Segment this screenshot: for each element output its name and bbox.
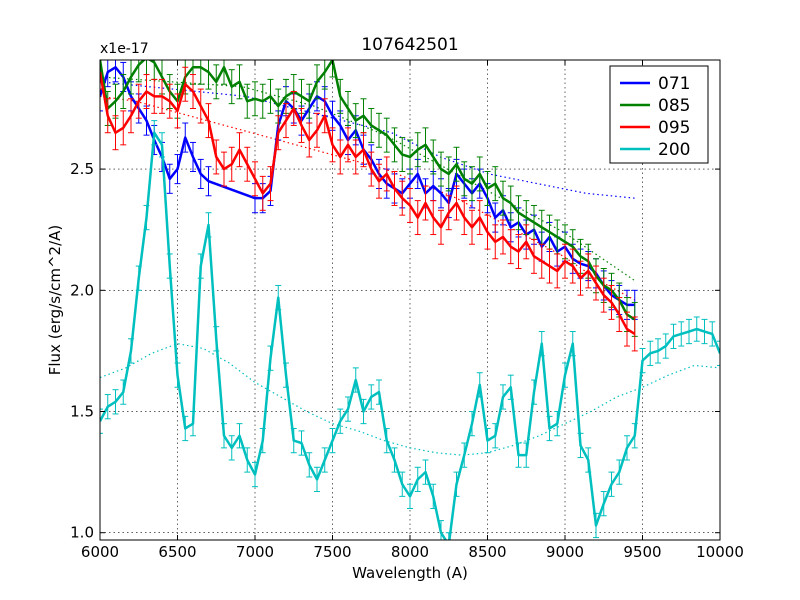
y-axis-label: Flux (erg/s/cm^2/A) [46,225,64,376]
series-line-095 [100,71,636,335]
legend-label: 200 [658,140,690,160]
x-tick-label: 7000 [236,543,274,561]
error-bar [100,60,103,90]
x-tick-label: 8000 [391,543,429,561]
x-tick-label: 6500 [158,543,196,561]
legend-entry-095: 095 [620,118,690,138]
legend-label: 095 [658,118,690,138]
legend-label: 085 [658,96,690,116]
series-line-085 [100,60,636,321]
y-tick-label: 2.5 [70,160,94,178]
y-tick-label: 1.0 [70,524,94,542]
axis-ticks: 6000 6500 7000 7500 8000 8500 9000 9500 10000 1.0… [70,60,744,561]
legend-entry-085: 085 [620,96,690,116]
x-tick-label: 9500 [623,543,661,561]
legend-box [609,65,709,164]
legend-entry-200: 200 [620,140,690,160]
x-tick-label: 9000 [546,543,584,561]
smooth-curve-200 [100,343,720,456]
series-200 [100,120,720,540]
y-multiplier-label: x1e-17 [100,41,149,57]
error-bar [100,408,103,434]
smooth-curve-085 [100,76,636,282]
y-tick-label: 1.5 [70,403,94,421]
error-bar [445,532,452,540]
series-095 [100,60,638,352]
x-tick-label: 7500 [313,543,351,561]
chart-title: 107642501 [361,35,458,55]
x-tick-label: 8500 [468,543,506,561]
x-tick-label: 10000 [696,543,744,561]
x-axis-label: Wavelength (A) [352,564,468,582]
smooth-curve-095 [100,95,636,301]
x-tick-label: 6000 [81,543,119,561]
legend-label: 071 [658,74,690,94]
error-bar [717,340,720,366]
plot-area: 6000 6500 7000 7500 8000 8500 9000 9500 10000 1.0… [70,59,744,561]
error-bar [329,60,336,78]
smooth-curves [100,76,720,456]
legend-entry-071: 071 [620,74,690,94]
series-lines [100,60,720,540]
y-tick-label: 2.0 [70,281,94,299]
